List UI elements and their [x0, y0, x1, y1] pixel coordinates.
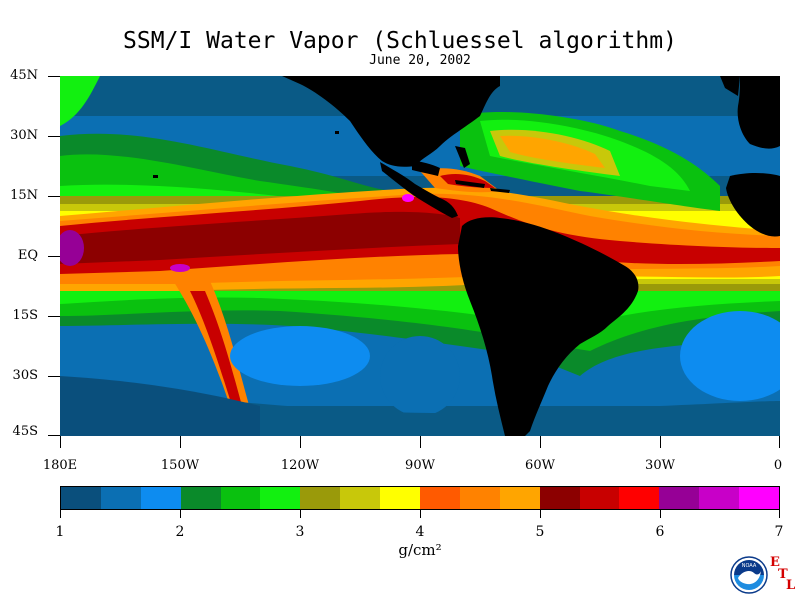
water-vapor-map [60, 76, 780, 436]
colorbar-label-1: 1 [55, 524, 65, 540]
southeast-pacific-dry2 [380, 336, 460, 416]
colorbar-label-2: 2 [175, 524, 185, 540]
hispaniola [490, 188, 510, 193]
colorbar-swatch-0 [61, 487, 101, 509]
colorbar-swatch-5 [260, 487, 301, 509]
colorbar-swatch-6 [300, 487, 341, 509]
colorbar-label-6: 6 [655, 524, 665, 540]
lat-label-15n: 15N [10, 188, 38, 203]
colorbar-swatch-9 [420, 487, 460, 509]
greenland [720, 76, 740, 96]
northwest-green [60, 76, 100, 126]
spcz-core [190, 291, 242, 406]
colorbar-swatch-11 [499, 487, 540, 509]
florida [455, 146, 470, 168]
colorbar-swatch-17 [739, 487, 780, 509]
lon-label-90w: 90W [405, 458, 435, 473]
colorbar-label-5: 5 [535, 524, 545, 540]
colorbar-swatch-8 [380, 487, 421, 509]
etl-letter-l: L [786, 578, 796, 593]
colorbar-swatch-1 [100, 487, 141, 509]
gulf-stream-moist [500, 135, 605, 168]
colorbar-unit: g/cm² [398, 541, 442, 559]
map-date: June 20, 2002 [369, 53, 471, 68]
colorbar-swatch-2 [140, 487, 181, 509]
lat-label-eq: EQ [17, 248, 38, 263]
lat-label-30n: 30N [10, 128, 38, 143]
noaa-logo-text: NOAA [742, 563, 757, 569]
colorbar-swatch-10 [459, 487, 500, 509]
moisture-max-west [60, 230, 84, 266]
cuba [455, 180, 485, 188]
lon-label-30w: 30W [645, 458, 675, 473]
lat-label-15s: 15S [12, 308, 38, 323]
colorbar-label-7: 7 [774, 524, 784, 540]
water-vapor-field [60, 76, 780, 436]
central-america [380, 162, 458, 218]
colorbar-swatch-15 [659, 487, 700, 509]
lon-label-180e: 180E [42, 458, 78, 473]
colorbar-label-3: 3 [295, 524, 305, 540]
map-title: SSM/I Water Vapor (Schluessel algorithm) [123, 28, 677, 54]
etl-letter-t: T [778, 567, 788, 582]
color-scale-bar [60, 486, 780, 510]
colorbar-swatch-3 [180, 487, 221, 509]
colorbar-swatch-4 [220, 487, 261, 509]
colorbar-swatch-16 [699, 487, 740, 509]
colorbar-label-4: 4 [415, 524, 425, 540]
noaa-logo: NOAA [730, 556, 768, 594]
south-atlantic-dry [680, 311, 780, 401]
colorbar-swatch-14 [619, 487, 660, 509]
colorbar-swatch-12 [539, 487, 580, 509]
north-america [282, 76, 500, 167]
south-america [458, 217, 639, 436]
lon-label-60w: 60W [525, 458, 555, 473]
moisture-max-east [402, 194, 414, 202]
colorbar-swatch-7 [340, 487, 381, 509]
moisture-max-mid [170, 264, 190, 272]
colorbar-swatch-13 [579, 487, 620, 509]
etl-letter-e: E [770, 555, 780, 570]
southern-ocean-dry2 [60, 376, 260, 436]
island [335, 131, 339, 134]
lon-label-0: 0 [773, 458, 783, 473]
lon-label-150w: 150W [160, 458, 200, 473]
europe [737, 76, 780, 149]
lat-label-30s: 30S [12, 368, 38, 383]
southeast-pacific-dry [230, 326, 370, 386]
lat-label-45s: 45S [12, 424, 38, 439]
itcz-core [60, 211, 460, 264]
gulf-coast [412, 160, 440, 176]
hawaii [153, 175, 158, 178]
lon-label-120w: 120W [280, 458, 320, 473]
lat-label-45n: 45N [10, 68, 38, 83]
africa [726, 172, 780, 237]
